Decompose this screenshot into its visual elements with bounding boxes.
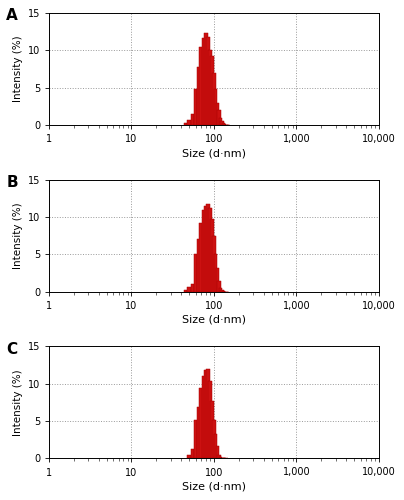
Bar <box>187 120 191 125</box>
Bar <box>210 56 214 125</box>
Bar <box>217 280 221 292</box>
Bar <box>214 254 217 292</box>
Bar <box>202 376 205 458</box>
Bar <box>216 268 219 292</box>
Bar <box>219 288 222 292</box>
X-axis label: Size (d·nm): Size (d·nm) <box>182 148 246 158</box>
Bar <box>191 448 194 458</box>
Bar <box>216 446 219 458</box>
Bar <box>204 206 208 292</box>
Bar <box>217 110 221 125</box>
Text: B: B <box>6 175 18 190</box>
Bar <box>184 123 187 125</box>
Bar <box>191 114 194 125</box>
Bar <box>200 388 203 458</box>
Y-axis label: Intensity (%): Intensity (%) <box>13 202 23 269</box>
Bar <box>204 33 208 125</box>
Bar <box>191 284 194 292</box>
Bar <box>223 124 226 125</box>
Bar <box>222 291 225 292</box>
Bar <box>187 456 191 458</box>
Bar <box>200 48 203 125</box>
Bar <box>197 407 200 459</box>
Bar <box>208 50 212 125</box>
Bar <box>212 420 215 459</box>
Bar <box>197 240 200 292</box>
X-axis label: Size (d·nm): Size (d·nm) <box>182 482 246 492</box>
Bar <box>206 37 210 125</box>
Text: C: C <box>6 342 17 356</box>
Bar <box>210 219 214 292</box>
Bar <box>206 368 210 458</box>
Bar <box>214 434 217 458</box>
Bar <box>184 290 187 292</box>
Bar <box>200 223 203 292</box>
Bar <box>214 89 217 125</box>
Bar <box>216 102 219 125</box>
Bar <box>217 454 221 458</box>
X-axis label: Size (d·nm): Size (d·nm) <box>182 315 246 325</box>
Bar <box>220 290 223 292</box>
Bar <box>202 38 205 125</box>
Bar <box>187 288 191 292</box>
Y-axis label: Intensity (%): Intensity (%) <box>13 36 23 102</box>
Bar <box>194 89 197 125</box>
Text: A: A <box>6 8 18 24</box>
Bar <box>204 370 208 458</box>
Bar <box>210 401 214 458</box>
Bar <box>197 67 200 125</box>
Bar <box>208 208 212 292</box>
Y-axis label: Intensity (%): Intensity (%) <box>13 369 23 436</box>
Bar <box>202 210 205 292</box>
Bar <box>194 420 197 459</box>
Bar <box>212 236 215 292</box>
Bar <box>194 254 197 292</box>
Bar <box>212 72 215 125</box>
Bar <box>206 204 210 292</box>
Bar <box>222 124 225 125</box>
Bar <box>219 118 222 125</box>
Bar <box>208 380 212 458</box>
Bar <box>220 122 223 125</box>
